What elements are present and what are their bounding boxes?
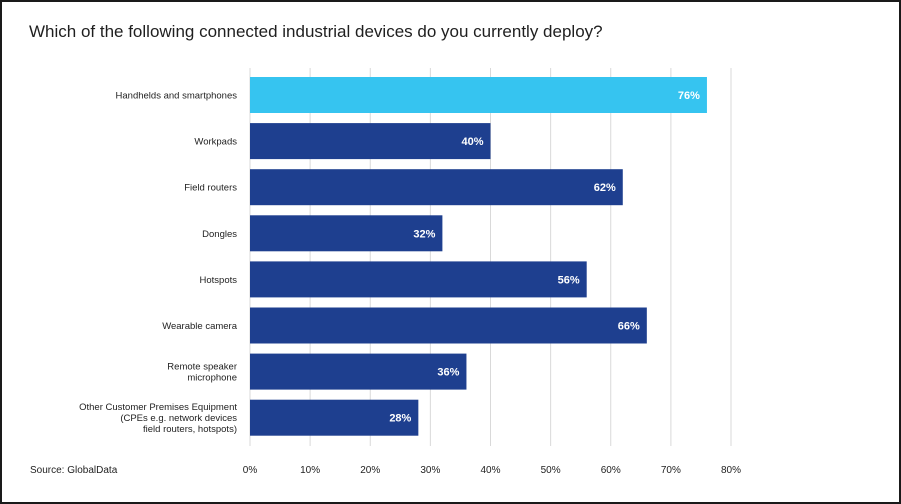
bar-value-label: 76%	[678, 90, 700, 102]
category-label: Field routers	[184, 183, 237, 194]
category-label: Workpads	[194, 137, 237, 148]
x-tick-label: 30%	[420, 465, 440, 476]
chart-title: Which of the following connected industr…	[29, 22, 603, 41]
x-tick-label: 10%	[300, 465, 320, 476]
bar	[250, 215, 443, 252]
x-tick-label: 40%	[480, 465, 500, 476]
category-label: Other Customer Premises Equipment (CPEs e…	[79, 402, 237, 435]
bar-value-label: 28%	[389, 413, 411, 425]
x-tick-label: 0%	[243, 465, 258, 476]
category-label: Wearable camera	[162, 321, 238, 332]
category-label: Hotspots	[200, 275, 238, 286]
bar	[250, 307, 647, 344]
bar-value-label: 66%	[618, 321, 640, 333]
x-tick-label: 60%	[601, 465, 621, 476]
bar-value-label: 40%	[461, 136, 483, 148]
category-label: Remote speaker microphone	[167, 362, 237, 384]
category-label: Dongles	[202, 229, 237, 240]
bar-value-label: 56%	[558, 274, 580, 286]
bar	[250, 353, 467, 390]
bar	[250, 123, 491, 160]
x-tick-label: 50%	[541, 465, 561, 476]
bar-value-label: 32%	[413, 228, 435, 240]
x-tick-label: 80%	[721, 465, 741, 476]
bar	[250, 77, 707, 113]
bar	[250, 399, 419, 436]
bar	[250, 261, 587, 298]
category-label: Handhelds and smartphones	[116, 91, 238, 102]
bar-value-label: 62%	[594, 182, 616, 194]
source-note: Source: GlobalData	[30, 465, 118, 476]
bar	[250, 169, 623, 206]
x-tick-label: 70%	[661, 465, 681, 476]
x-tick-label: 20%	[360, 465, 380, 476]
bar-value-label: 36%	[437, 367, 459, 379]
